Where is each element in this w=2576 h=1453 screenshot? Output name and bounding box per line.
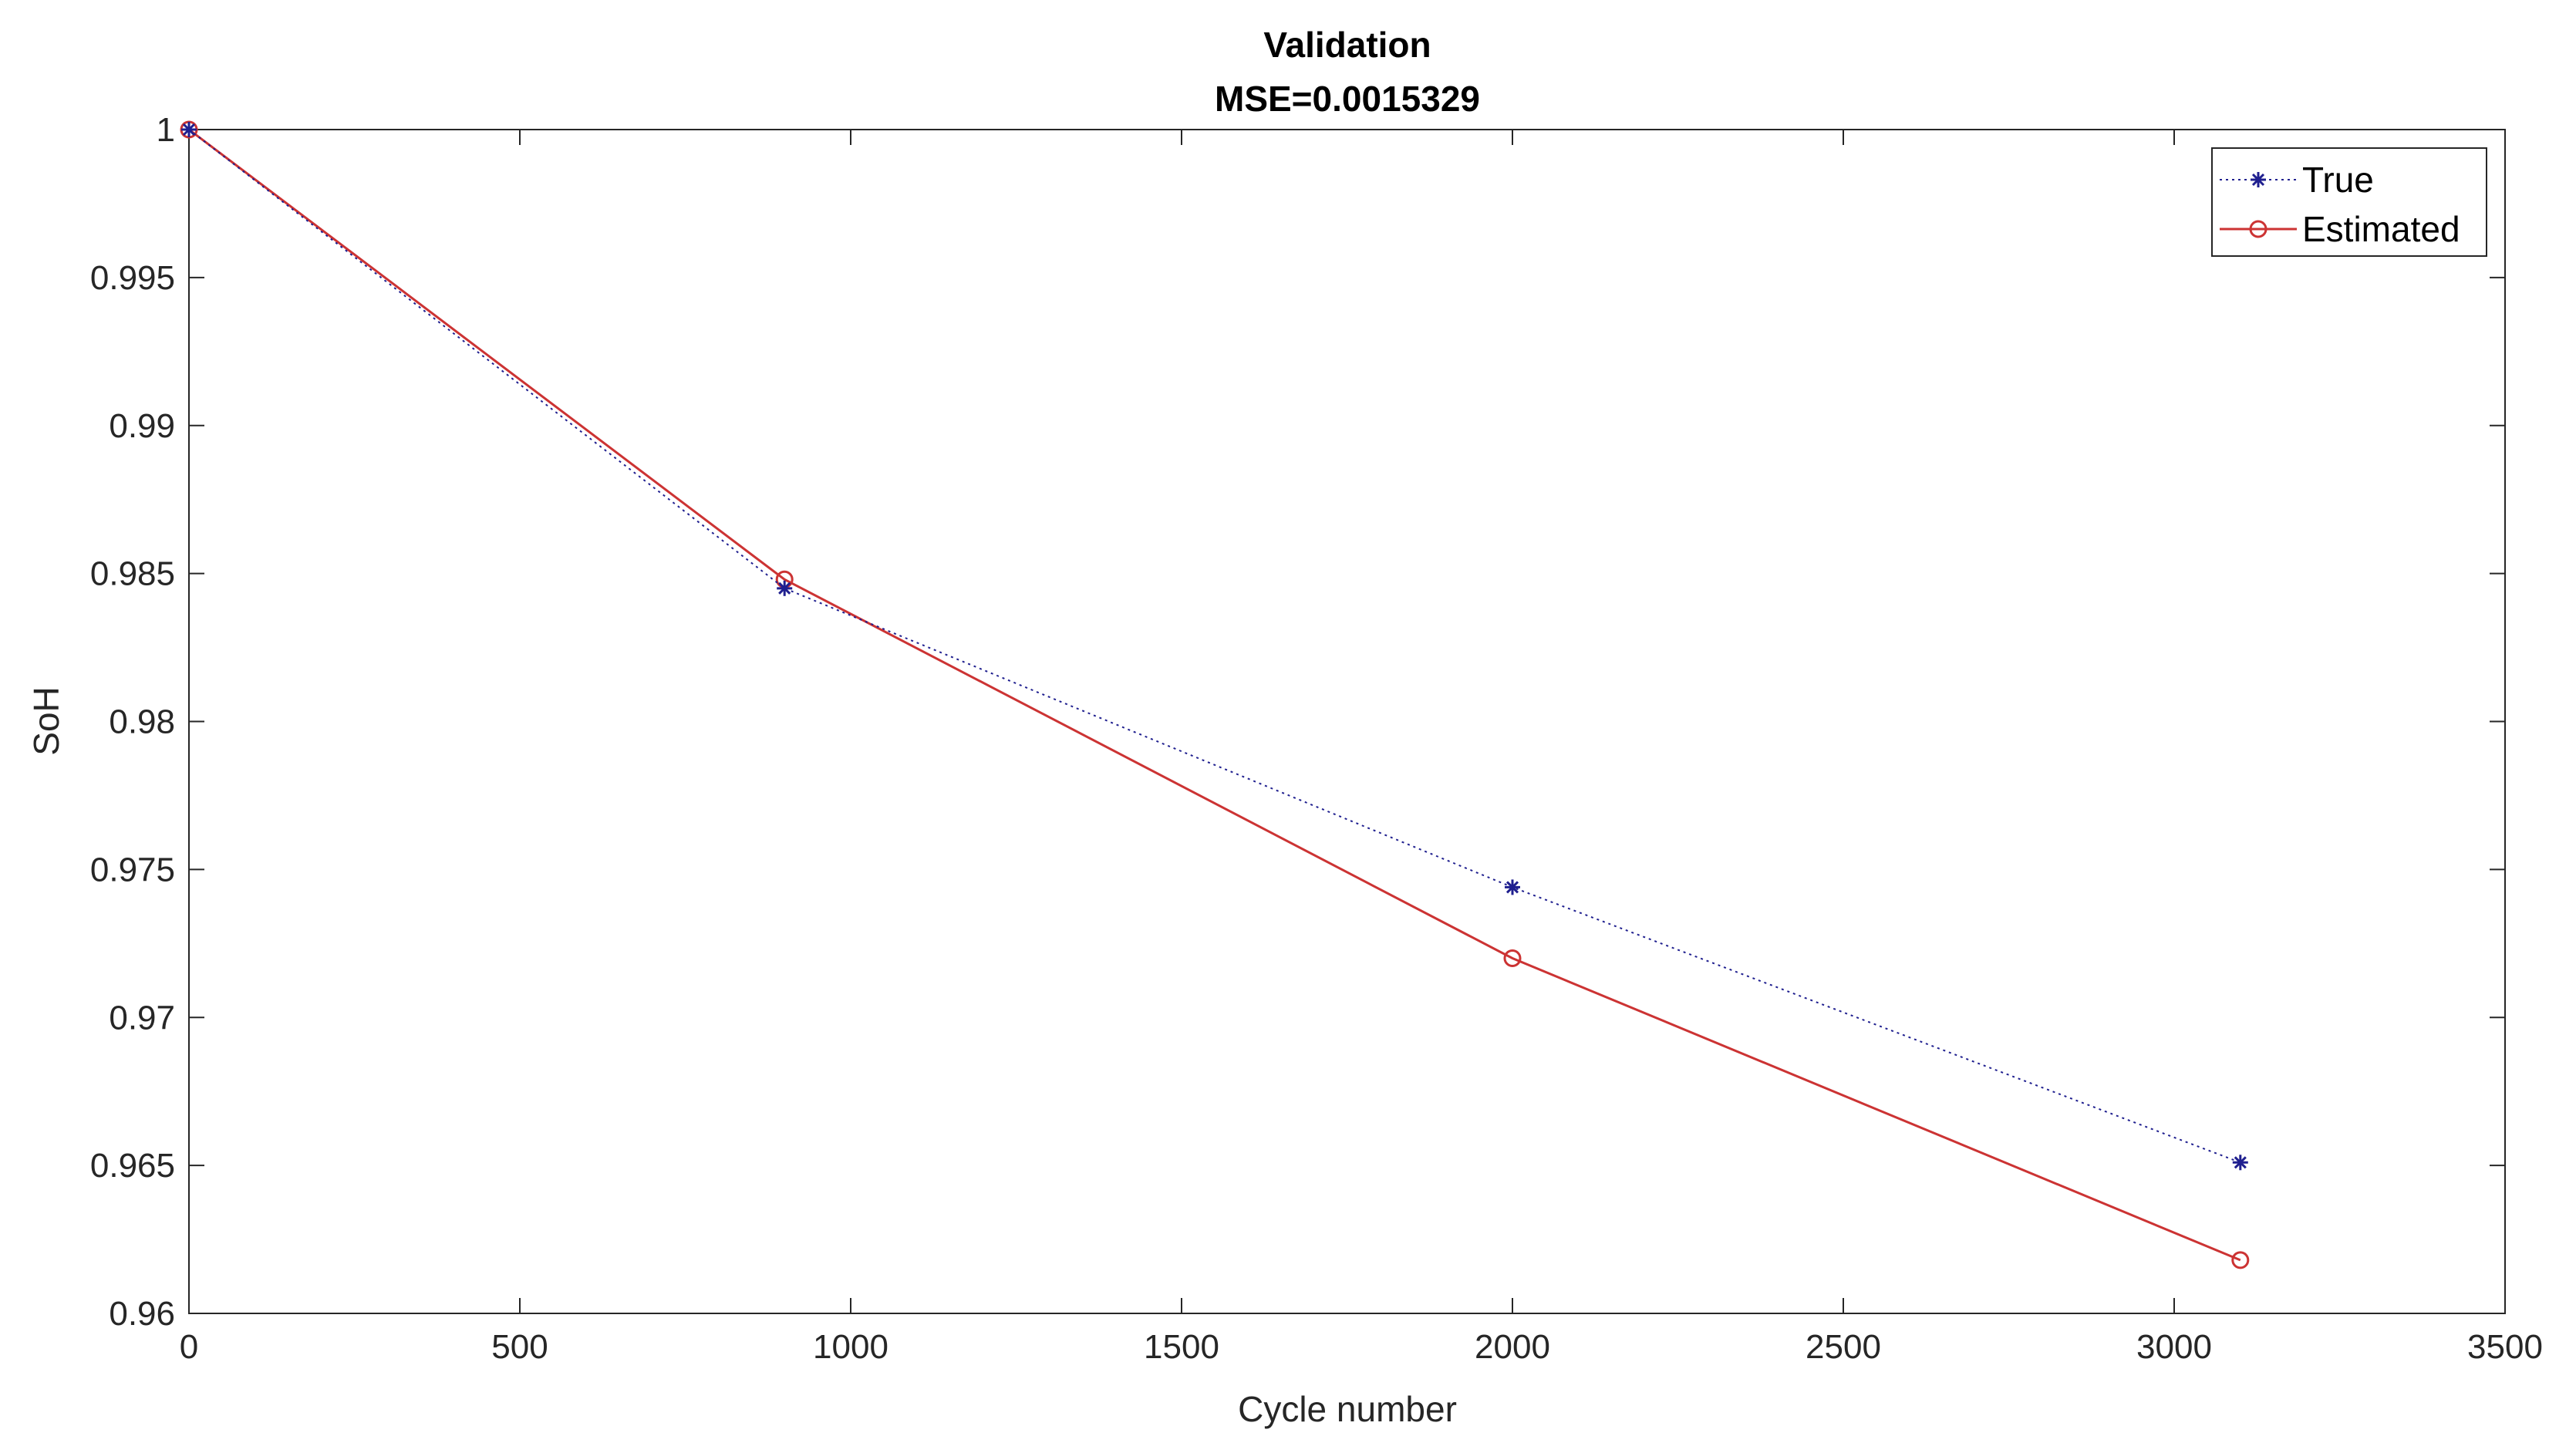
x-tick-label: 1000: [813, 1328, 888, 1366]
legend-box: [2211, 147, 2487, 257]
chart-subtitle: MSE=0.0015329: [1215, 79, 1480, 119]
data-point-estimated: [2231, 1251, 2250, 1269]
y-axis-ticks: 0.96 0.965 0.97 0.975 0.98 0.985 0.99 0.995 1: [90, 111, 2505, 1333]
data-point-true: [777, 580, 793, 596]
plot-frame: [188, 129, 2506, 1314]
y-tick-label: 1: [157, 111, 175, 149]
legend-estimated-marker: [2249, 220, 2267, 238]
series-line-estimated: [188, 128, 2241, 1262]
data-point-true: [2232, 1155, 2248, 1171]
legend: True Estimated: [2211, 147, 2487, 257]
x-tick-label: 0: [180, 1328, 198, 1366]
y-axis-label: SoH: [26, 686, 66, 755]
chart-title: Validation: [1263, 25, 1431, 65]
y-tick-label: 0.975: [90, 851, 175, 888]
y-tick-label: 0.98: [109, 703, 175, 741]
legend-estimated-label: Estimated: [2302, 209, 2460, 249]
data-point-true: [181, 122, 197, 137]
x-tick-label: 3500: [2467, 1328, 2543, 1366]
y-tick-label: 0.99: [109, 407, 175, 445]
x-axis-ticks: 0 500 1000 1500 2000 2500 3000 3500: [180, 130, 2543, 1366]
plot-area: [188, 129, 2506, 1314]
data-point-true: [1505, 879, 1520, 895]
x-tick-label: 2000: [1475, 1328, 1550, 1366]
x-tick-label: 500: [491, 1328, 548, 1366]
x-tick-label: 2500: [1806, 1328, 1881, 1366]
x-tick-label: 3000: [2136, 1328, 2212, 1366]
legend-true-label: True: [2302, 160, 2374, 200]
y-tick-label: 0.97: [109, 999, 175, 1037]
series-layer: [180, 120, 2250, 1269]
x-axis-label: Cycle number: [1238, 1389, 1457, 1429]
y-tick-label: 0.995: [90, 259, 175, 297]
y-tick-label: 0.985: [90, 555, 175, 593]
x-tick-label: 1500: [1144, 1328, 1219, 1366]
data-point-estimated: [1503, 949, 1522, 967]
y-tick-label: 0.96: [109, 1295, 175, 1333]
y-tick-label: 0.965: [90, 1147, 175, 1185]
legend-true-marker: [2251, 172, 2266, 187]
